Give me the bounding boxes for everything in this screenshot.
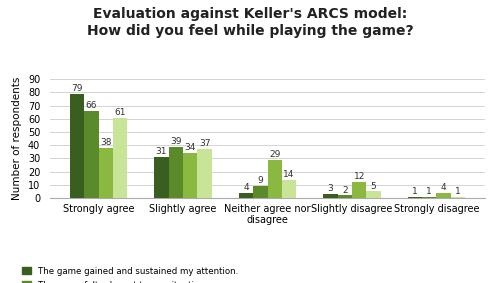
Bar [408,197,422,198]
Text: 34: 34 [184,143,196,152]
Bar [366,192,380,198]
Text: 4: 4 [243,183,249,192]
Text: 2: 2 [342,186,347,194]
Bar [352,182,366,198]
Text: 5: 5 [370,182,376,190]
Text: 38: 38 [100,138,112,147]
Bar [70,94,84,198]
Text: 61: 61 [114,108,126,117]
Text: 14: 14 [284,170,294,179]
Bar [436,193,451,198]
Legend: The game gained and sustained my attention., The game felt relevant to my situat: The game gained and sustained my attenti… [20,264,402,283]
Bar [113,117,127,198]
Bar [253,186,268,198]
Bar [422,197,436,198]
Text: 3: 3 [328,184,334,193]
Text: 1: 1 [455,187,461,196]
Text: 1: 1 [412,187,418,196]
Bar [239,193,253,198]
Bar [98,148,113,198]
Y-axis label: Number of respondents: Number of respondents [12,77,22,200]
Bar [282,180,296,198]
Bar [338,196,352,198]
Text: 66: 66 [86,101,97,110]
Text: 9: 9 [258,176,263,185]
Bar [84,111,98,198]
Bar [198,149,211,198]
Text: 29: 29 [269,150,280,159]
Bar [168,147,183,198]
Text: 1: 1 [426,187,432,196]
Text: 79: 79 [71,84,83,93]
Bar [154,157,168,198]
Bar [451,197,465,198]
Text: 4: 4 [441,183,446,192]
Text: 39: 39 [170,137,181,146]
Text: 37: 37 [199,139,210,148]
Text: Evaluation against Keller's ARCS model:
How did you feel while playing the game?: Evaluation against Keller's ARCS model: … [86,7,413,38]
Bar [324,194,338,198]
Text: 31: 31 [156,147,167,156]
Text: 12: 12 [354,172,365,181]
Bar [183,153,198,198]
Bar [268,160,282,198]
